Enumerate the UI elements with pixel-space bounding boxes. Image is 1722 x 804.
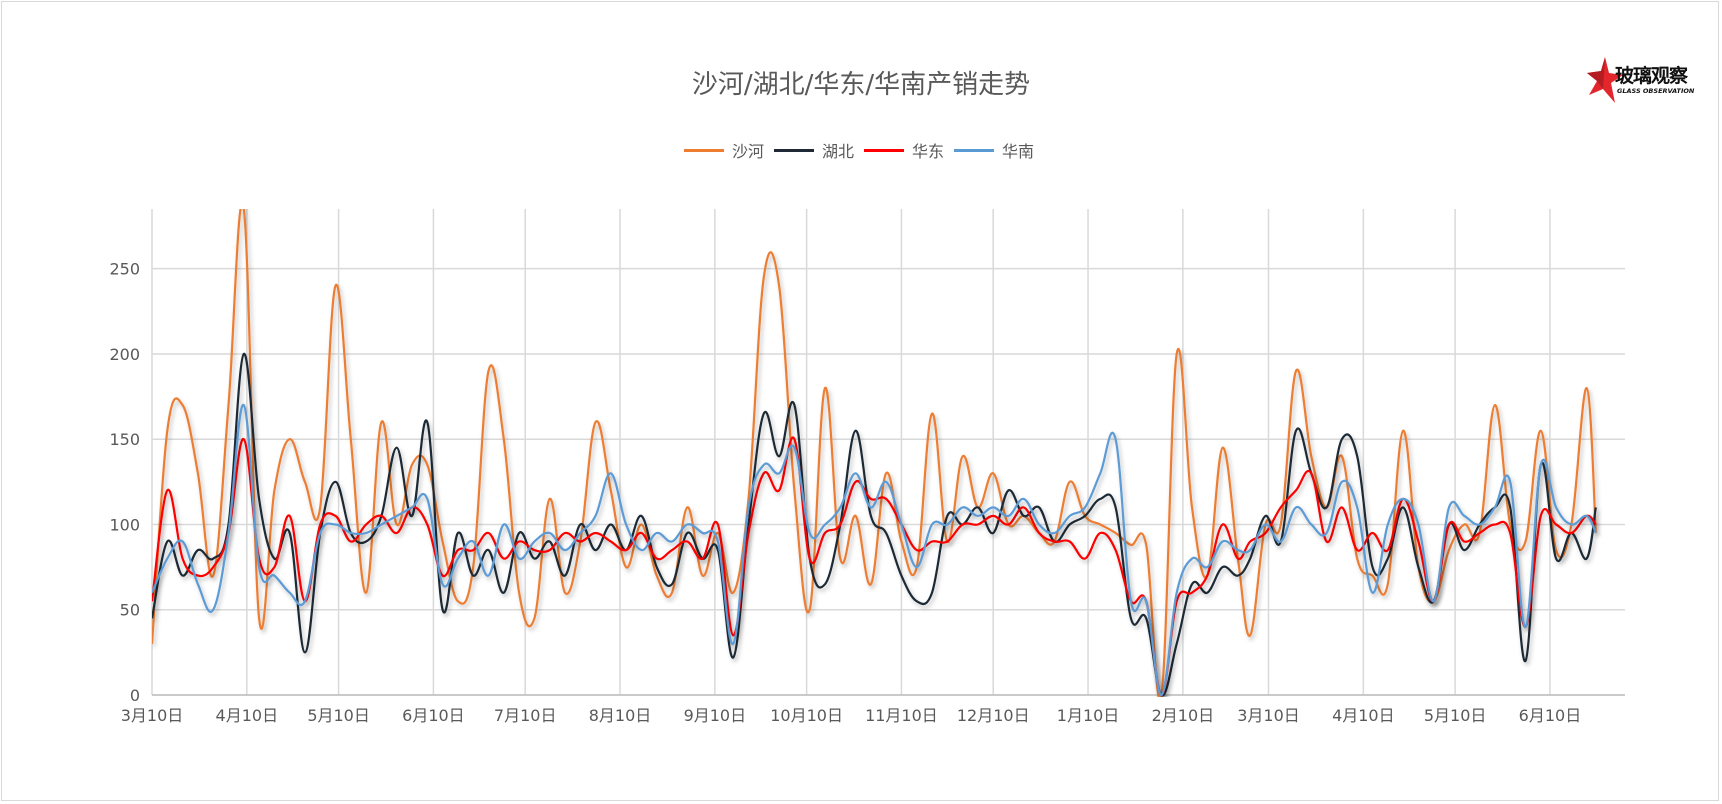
x-tick-label: 11月10日 [865, 706, 938, 725]
x-tick-label: 3月10日 [1237, 706, 1300, 725]
x-tick-label: 3月10日 [121, 706, 184, 725]
legend-item-huanan[interactable]: 华南 [954, 138, 1034, 162]
x-tick-label: 10月10日 [770, 706, 843, 725]
x-tick-label: 5月10日 [1424, 706, 1487, 725]
x-tick-label: 7月10日 [494, 706, 557, 725]
red-star-icon [1587, 57, 1623, 103]
logo-text-en: GLASS OBSERVATION [1617, 87, 1695, 95]
x-tick-label: 1月10日 [1057, 706, 1120, 725]
x-tick-label: 4月10日 [1332, 706, 1395, 725]
logo-text-cn: 玻璃观察 [1615, 65, 1688, 87]
y-tick-label: 150 [109, 430, 140, 449]
legend-swatch-hubei [773, 148, 814, 152]
x-tick-label: 9月10日 [684, 706, 747, 725]
y-tick-label: 200 [109, 345, 140, 364]
legend-label-hubei: 湖北 [821, 142, 854, 161]
series-line-3 [152, 403, 1597, 697]
y-tick-label: 50 [120, 601, 140, 620]
legend: 沙河 湖北 华东 华南 [0, 138, 1722, 162]
x-tick-label: 6月10日 [402, 706, 465, 725]
legend-item-hubei[interactable]: 湖北 [773, 138, 854, 162]
y-tick-label: 250 [109, 260, 140, 279]
legend-label-shahe: 沙河 [731, 142, 764, 161]
y-tick-label: 0 [130, 686, 140, 705]
x-tick-label: 8月10日 [589, 706, 652, 725]
legend-label-huanan: 华南 [1002, 142, 1035, 161]
x-tick-label: 2月10日 [1152, 706, 1215, 725]
legend-label-huadong: 华东 [912, 142, 945, 161]
x-tick-label: 5月10日 [307, 706, 370, 725]
glass-observation-logo: 玻璃观察 GLASS OBSERVATION [1585, 55, 1705, 107]
legend-swatch-huadong [864, 148, 904, 152]
x-tick-label: 12月10日 [957, 706, 1030, 725]
x-tick-label: 4月10日 [216, 706, 279, 725]
series-line-0 [152, 209, 1597, 697]
x-tick-label: 6月10日 [1519, 706, 1582, 725]
series-line-1 [152, 352, 1597, 697]
legend-item-huadong[interactable]: 华东 [864, 138, 944, 162]
legend-item-shahe[interactable]: 沙河 [683, 138, 764, 162]
legend-swatch-shahe [683, 148, 724, 152]
legend-swatch-huanan [954, 148, 995, 152]
chart-title: 沙河/湖北/华东/华南产销走势 [691, 70, 1031, 100]
series-line-2 [152, 436, 1597, 697]
y-tick-label: 100 [109, 515, 140, 534]
